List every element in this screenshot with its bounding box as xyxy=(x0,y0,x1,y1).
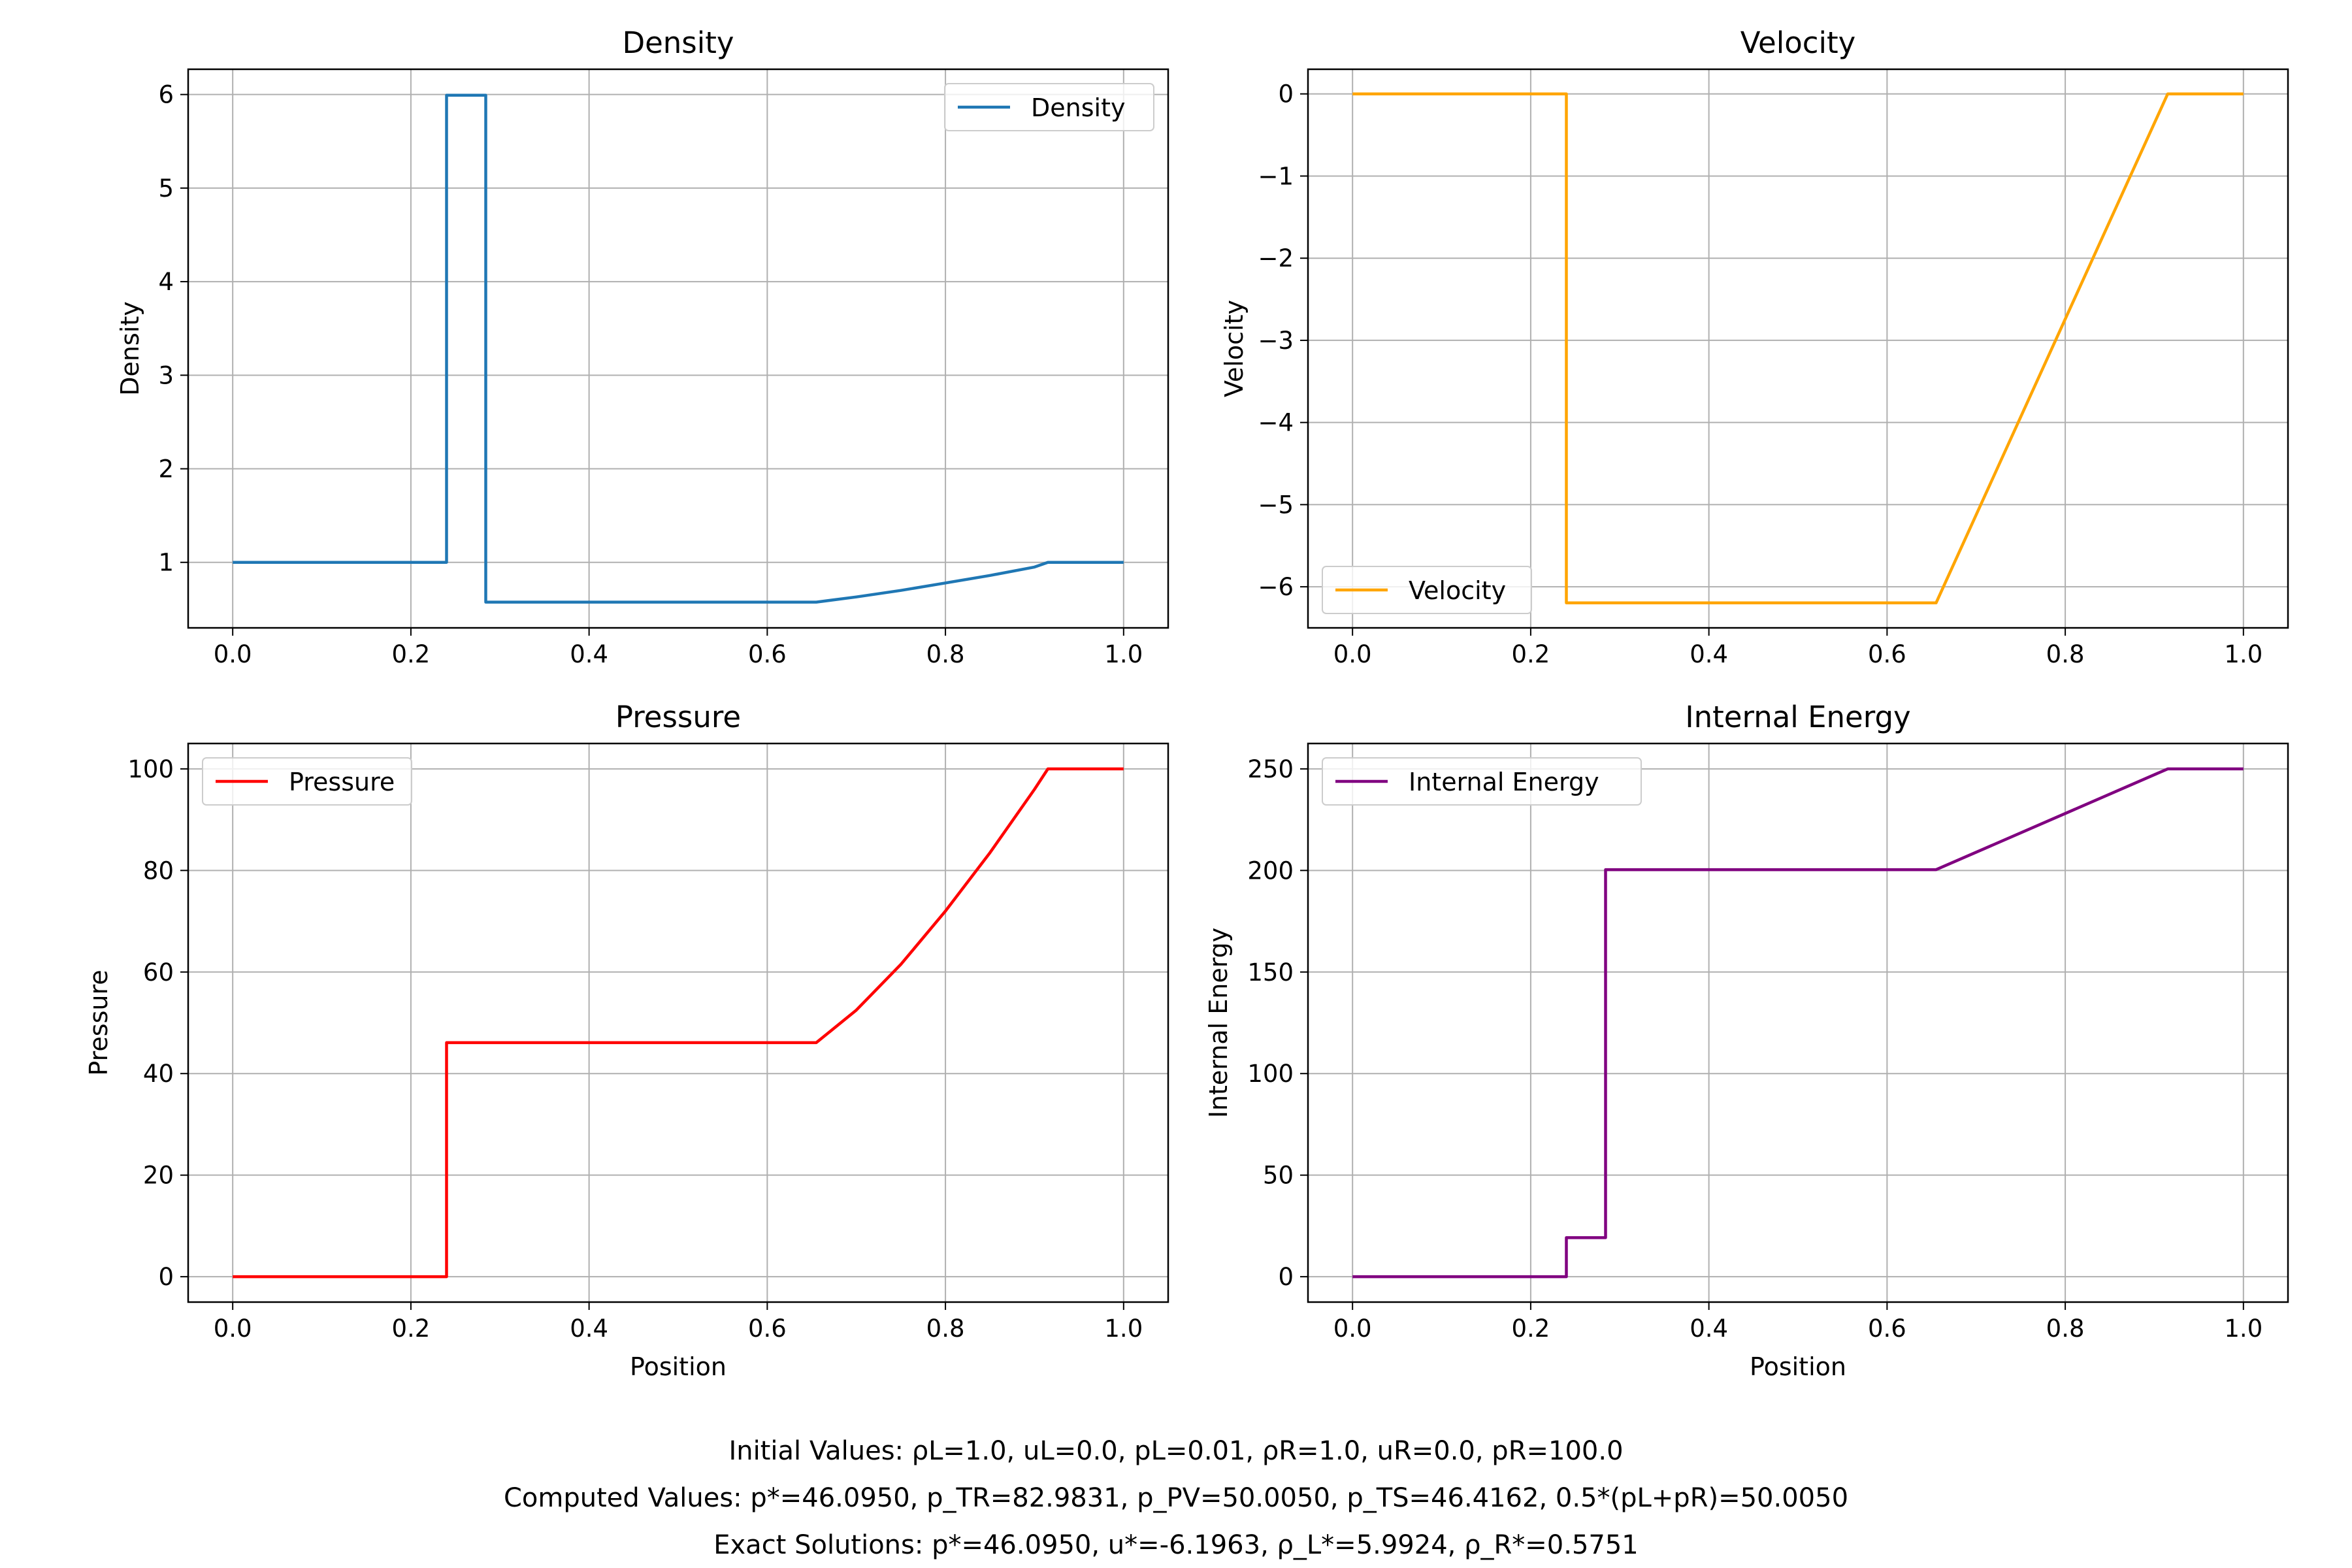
velocity-ytick-label-4: −4 xyxy=(1258,409,1294,437)
pressure-xtick-label-4: 0.8 xyxy=(926,1315,965,1343)
pressure-xtick-label-0: 0.0 xyxy=(214,1315,252,1343)
internal-energy-xlabel: Position xyxy=(1750,1352,1846,1381)
velocity-ytick-label-6: −6 xyxy=(1258,573,1294,601)
pressure-ytick-label-3: 60 xyxy=(143,958,174,987)
velocity-ytick-label-3: −3 xyxy=(1258,327,1294,355)
pressure-ytick-label-5: 100 xyxy=(127,755,174,783)
internal-energy-ytick-label-0: 0 xyxy=(1278,1263,1294,1291)
pressure-xtick-label-5: 1.0 xyxy=(1104,1315,1143,1343)
internal-energy-xtick-label-1: 0.2 xyxy=(1511,1315,1550,1343)
internal-energy-ytick-label-2: 100 xyxy=(1247,1060,1294,1088)
pressure-title: Pressure xyxy=(615,700,741,734)
pressure-series-pressure xyxy=(233,767,1124,1279)
density-title: Density xyxy=(622,25,734,60)
density-xtick-label-2: 0.4 xyxy=(570,640,608,668)
density-xtick-label-5: 1.0 xyxy=(1104,640,1143,668)
density-ytick-label-4: 5 xyxy=(158,174,174,203)
density-ytick-label-3: 4 xyxy=(158,268,174,296)
footer-exact-solutions: Exact Solutions: p*=46.0950, u*=-6.1963,… xyxy=(713,1530,1639,1560)
velocity-ytick-label-5: −5 xyxy=(1258,491,1294,519)
pressure-ytick-label-4: 80 xyxy=(143,857,174,885)
velocity-series-velocity xyxy=(1352,92,2244,605)
velocity-chart: 0.0 0.2 0.4 0.6 0.8 1.0 0 −1 −2 −3 −4 −5 −6 Velocity V… xyxy=(1220,25,2289,668)
internal-energy-legend-label: Internal Energy xyxy=(1409,768,1599,796)
pressure-xtick-label-1: 0.2 xyxy=(391,1315,430,1343)
pressure-legend-box xyxy=(202,757,412,806)
density-xtick-label-0: 0.0 xyxy=(214,640,252,668)
internal-energy-ytick-label-1: 50 xyxy=(1263,1162,1294,1190)
velocity-frame xyxy=(1307,68,2289,629)
velocity-legend-box xyxy=(1322,566,1532,614)
pressure-frame xyxy=(187,742,1169,1303)
density-ytick-label-1: 2 xyxy=(158,455,174,483)
pressure-ytick-label-0: 0 xyxy=(158,1263,174,1291)
density-ytick-label-2: 3 xyxy=(158,361,174,389)
velocity-xtick-label-4: 0.8 xyxy=(2046,640,2085,668)
velocity-xtick-label-3: 0.6 xyxy=(1868,640,1906,668)
velocity-xtick-label-1: 0.2 xyxy=(1511,640,1550,668)
internal-energy-ytick-label-3: 150 xyxy=(1247,958,1294,987)
internal-energy-chart: 0.0 0.2 0.4 0.6 0.8 1.0 0 50 100 150 200 250 Interna… xyxy=(1204,700,2289,1381)
internal-energy-legend-box xyxy=(1322,757,1642,806)
pressure-xtick-label-2: 0.4 xyxy=(570,1315,608,1343)
velocity-xtick-label-0: 0.0 xyxy=(1333,640,1372,668)
density-legend-label: Density xyxy=(1031,93,1125,122)
pressure-xtick-label-3: 0.6 xyxy=(748,1315,787,1343)
velocity-ylabel: Velocity xyxy=(1220,300,1249,397)
internal-energy-xtick-label-5: 1.0 xyxy=(2224,1315,2262,1343)
pressure-chart: 0.0 0.2 0.4 0.6 0.8 1.0 0 20 40 60 80 100 Pressure Po… xyxy=(84,700,1169,1381)
density-legend-box xyxy=(944,83,1154,131)
density-series-density xyxy=(233,93,1124,604)
velocity-ytick-label-2: −2 xyxy=(1258,244,1294,272)
internal-energy-series-internal-energy xyxy=(1352,767,2244,1279)
internal-energy-frame xyxy=(1307,742,2289,1303)
density-xtick-label-4: 0.8 xyxy=(926,640,965,668)
pressure-legend: Pressure xyxy=(202,757,412,806)
pressure-ytick-label-2: 40 xyxy=(143,1060,174,1088)
velocity-xtick-label-5: 1.0 xyxy=(2224,640,2262,668)
internal-energy-ytick-label-4: 200 xyxy=(1247,857,1294,885)
internal-energy-xtick-label-3: 0.6 xyxy=(1868,1315,1906,1343)
footer-initial-values: Initial Values: ρL=1.0, uL=0.0, pL=0.01,… xyxy=(728,1436,1624,1466)
velocity-xtick-label-2: 0.4 xyxy=(1690,640,1728,668)
velocity-legend-label: Velocity xyxy=(1409,576,1506,605)
pressure-xlabel: Position xyxy=(630,1352,727,1381)
footer-computed-values: Computed Values: p*=46.0950, p_TR=82.983… xyxy=(503,1483,1849,1513)
density-xtick-label-3: 0.6 xyxy=(748,640,787,668)
density-ylabel: Density xyxy=(116,301,144,395)
pressure-ytick-label-1: 20 xyxy=(143,1162,174,1190)
internal-energy-xtick-label-0: 0.0 xyxy=(1333,1315,1372,1343)
velocity-ytick-label-1: −1 xyxy=(1258,162,1294,190)
density-chart: 0.0 0.2 0.4 0.6 0.8 1.0 1 2 3 4 5 6 Density Density De… xyxy=(116,25,1169,668)
internal-energy-ytick-label-5: 250 xyxy=(1247,755,1294,783)
density-frame xyxy=(187,68,1169,629)
density-ytick-label-5: 6 xyxy=(158,81,174,109)
velocity-legend: Velocity xyxy=(1322,566,1532,614)
pressure-ylabel: Pressure xyxy=(84,970,113,1075)
velocity-ytick-label-0: 0 xyxy=(1278,80,1294,108)
internal-energy-legend: Internal Energy xyxy=(1322,757,1642,806)
internal-energy-title: Internal Energy xyxy=(1685,700,1910,734)
internal-energy-xtick-label-2: 0.4 xyxy=(1690,1315,1728,1343)
internal-energy-ylabel: Internal Energy xyxy=(1204,928,1233,1119)
density-ytick-label-0: 1 xyxy=(158,549,174,577)
internal-energy-xtick-label-4: 0.8 xyxy=(2046,1315,2085,1343)
pressure-legend-label: Pressure xyxy=(289,768,395,796)
density-legend: Density xyxy=(944,83,1154,131)
density-xtick-label-1: 0.2 xyxy=(391,640,430,668)
velocity-title: Velocity xyxy=(1740,25,1856,60)
